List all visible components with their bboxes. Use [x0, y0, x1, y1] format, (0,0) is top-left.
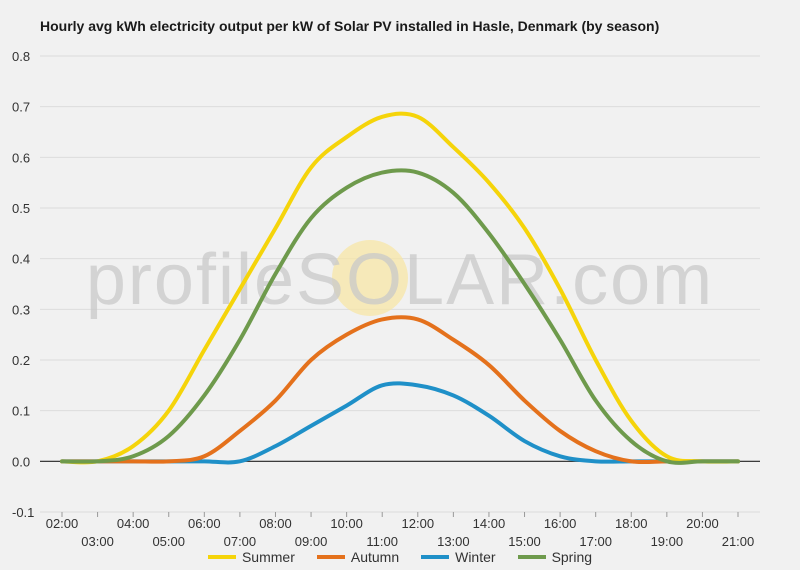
x-tick-label: 04:00 — [117, 516, 150, 531]
x-tick-label: 09:00 — [295, 534, 328, 549]
y-tick-label: 0.0 — [12, 454, 30, 469]
y-tick-label: 0.6 — [12, 150, 30, 165]
x-tick-label: 07:00 — [224, 534, 257, 549]
x-tick-label: 14:00 — [473, 516, 506, 531]
y-tick-label: 0.5 — [12, 201, 30, 216]
legend-swatch — [517, 555, 546, 559]
x-axis: 02:0003:0004:0005:0006:0007:0008:0009:00… — [46, 512, 755, 549]
x-tick-label: 16:00 — [544, 516, 577, 531]
series-line-spring — [60, 168, 740, 465]
legend: Summer Autumn Winter Spring — [0, 549, 800, 565]
legend-swatch — [421, 555, 450, 559]
legend-label: Autumn — [350, 549, 400, 565]
x-tick-label: 17:00 — [579, 534, 612, 549]
x-tick-label: 05:00 — [152, 534, 185, 549]
y-tick-label: 0.1 — [12, 404, 30, 419]
chart-title: Hourly avg kWh electricity output per kW… — [40, 18, 660, 34]
legend-label: Summer — [241, 549, 295, 565]
series-line-winter — [60, 381, 740, 465]
legend-label: Winter — [455, 549, 496, 565]
legend-item-winter: Winter — [421, 549, 496, 565]
y-tick-label: 0.4 — [12, 252, 30, 267]
watermark-text: profileSOLAR.com — [86, 240, 714, 320]
legend-label: Spring — [551, 549, 593, 565]
x-tick-label: 03:00 — [81, 534, 114, 549]
x-tick-label: 19:00 — [651, 534, 684, 549]
x-tick-label: 18:00 — [615, 516, 648, 531]
legend-item-autumn: Autumn — [316, 549, 400, 565]
x-tick-label: 02:00 — [46, 516, 79, 531]
y-tick-label: 0.3 — [12, 302, 30, 317]
legend-item-summer: Summer — [207, 549, 295, 565]
x-tick-label: 15:00 — [508, 534, 541, 549]
series-line-summer — [60, 111, 740, 465]
y-tick-label: 0.2 — [12, 353, 30, 368]
y-axis: 0.8 0.7 0.6 0.5 0.4 0.3 0.2 0.1 0.0 -0.1 — [12, 49, 34, 520]
series-line-autumn — [60, 315, 740, 465]
legend-swatch — [316, 555, 345, 559]
x-tick-label: 06:00 — [188, 516, 221, 531]
x-tick-label: 13:00 — [437, 534, 470, 549]
watermark: profileSOLAR.com — [86, 240, 714, 320]
y-tick-label: -0.1 — [12, 505, 34, 520]
x-tick-label: 21:00 — [722, 534, 755, 549]
x-tick-label: 10:00 — [330, 516, 363, 531]
legend-item-spring: Spring — [517, 549, 593, 565]
x-tick-label: 08:00 — [259, 516, 292, 531]
series-lines — [60, 111, 740, 465]
x-tick-label: 12:00 — [402, 516, 435, 531]
x-tick-label: 11:00 — [366, 534, 398, 549]
x-tick-label: 20:00 — [686, 516, 719, 531]
legend-swatch — [207, 555, 236, 559]
y-tick-label: 0.7 — [12, 100, 30, 115]
y-tick-label: 0.8 — [12, 49, 30, 64]
